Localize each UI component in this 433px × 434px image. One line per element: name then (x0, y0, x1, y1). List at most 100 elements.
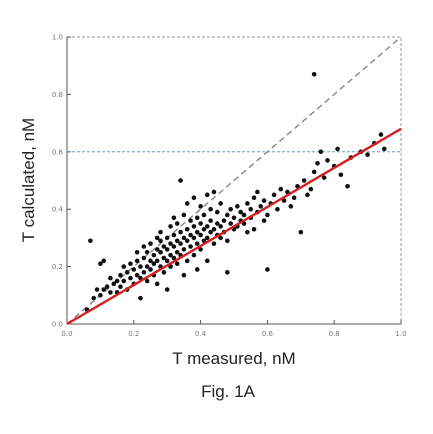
data-point (188, 218, 193, 223)
data-point (281, 198, 287, 203)
data-point (161, 255, 167, 261)
data-point (144, 278, 150, 284)
data-point (251, 226, 257, 232)
data-point (174, 261, 180, 267)
data-point (271, 192, 277, 198)
data-point (164, 287, 170, 292)
data-point (218, 235, 223, 241)
data-point (311, 169, 317, 175)
data-point (124, 270, 130, 275)
data-point (174, 238, 180, 244)
data-point (181, 235, 187, 241)
data-point (144, 249, 150, 255)
x-tick-label: 0.4 (195, 330, 207, 338)
data-point (104, 284, 110, 289)
data-point (198, 221, 203, 226)
data-point (194, 229, 200, 235)
data-point (251, 195, 257, 201)
data-point (378, 132, 384, 137)
data-point (335, 146, 340, 152)
data-point (191, 195, 197, 201)
data-point (148, 258, 153, 264)
data-point (168, 252, 173, 258)
data-point (158, 249, 163, 255)
data-point (321, 175, 327, 180)
data-point (265, 267, 270, 272)
data-point (121, 264, 127, 269)
data-point (301, 178, 307, 183)
reference-lines (66, 36, 402, 325)
x-tick-label: 0.8 (329, 330, 340, 338)
data-point (171, 215, 177, 221)
data-point (311, 72, 317, 77)
data-point (138, 264, 143, 269)
y-axis-label: T calculated, nM (19, 118, 38, 242)
data-point (211, 241, 217, 246)
data-point (261, 218, 267, 223)
data-point (204, 235, 210, 241)
data-point (215, 221, 220, 226)
x-tick-group: 0.0 0.2 0.4 0.6 0.8 1.0 (61, 320, 407, 338)
data-point (191, 252, 197, 258)
data-point (158, 238, 163, 244)
data-point (141, 270, 147, 275)
data-point (178, 229, 183, 235)
data-point (191, 235, 197, 241)
data-point (168, 224, 173, 229)
data-point (278, 186, 284, 192)
data-point (91, 295, 97, 301)
data-point (184, 226, 190, 232)
data-points (66, 72, 402, 326)
data-point (218, 201, 223, 206)
y-tick-label: 0.4 (52, 206, 64, 214)
y-tick-label: 1.0 (52, 34, 63, 42)
data-point (141, 255, 147, 261)
data-point (201, 226, 207, 232)
data-point (382, 146, 387, 152)
data-point (218, 224, 223, 229)
data-point (154, 281, 160, 287)
data-point (201, 212, 207, 218)
data-point (255, 189, 260, 195)
data-point (208, 218, 213, 223)
data-point (148, 241, 153, 246)
data-point (204, 224, 210, 229)
data-point (298, 229, 304, 235)
data-point (98, 261, 103, 267)
y-tick-label: 0.2 (52, 263, 63, 271)
data-point (291, 195, 297, 201)
data-point (338, 172, 344, 178)
y-tick-label: 0.0 (52, 321, 63, 329)
data-point (171, 232, 177, 238)
data-point (138, 295, 143, 301)
data-point (184, 238, 190, 244)
data-point (161, 270, 167, 275)
data-point (148, 267, 153, 272)
data-point (228, 221, 233, 226)
data-point (198, 204, 203, 209)
data-point (171, 244, 177, 249)
data-point (154, 247, 160, 252)
data-point (154, 235, 160, 241)
data-point (108, 275, 113, 281)
y-tick-label: 0.8 (52, 91, 63, 99)
data-point (198, 247, 203, 252)
data-point (88, 238, 93, 244)
data-point (308, 186, 314, 192)
data-point (154, 258, 160, 264)
data-point (184, 258, 190, 264)
data-point (134, 272, 140, 278)
data-point (305, 192, 310, 198)
data-point (265, 212, 270, 218)
data-point (151, 252, 157, 258)
data-point (225, 212, 230, 218)
data-point (141, 244, 147, 249)
data-point (174, 249, 180, 255)
data-point (101, 287, 107, 292)
data-point (204, 192, 210, 198)
data-point (164, 235, 170, 241)
y-tick-label: 0.6 (52, 148, 64, 156)
data-point (134, 249, 140, 255)
data-point (164, 247, 170, 252)
data-point (221, 218, 227, 223)
